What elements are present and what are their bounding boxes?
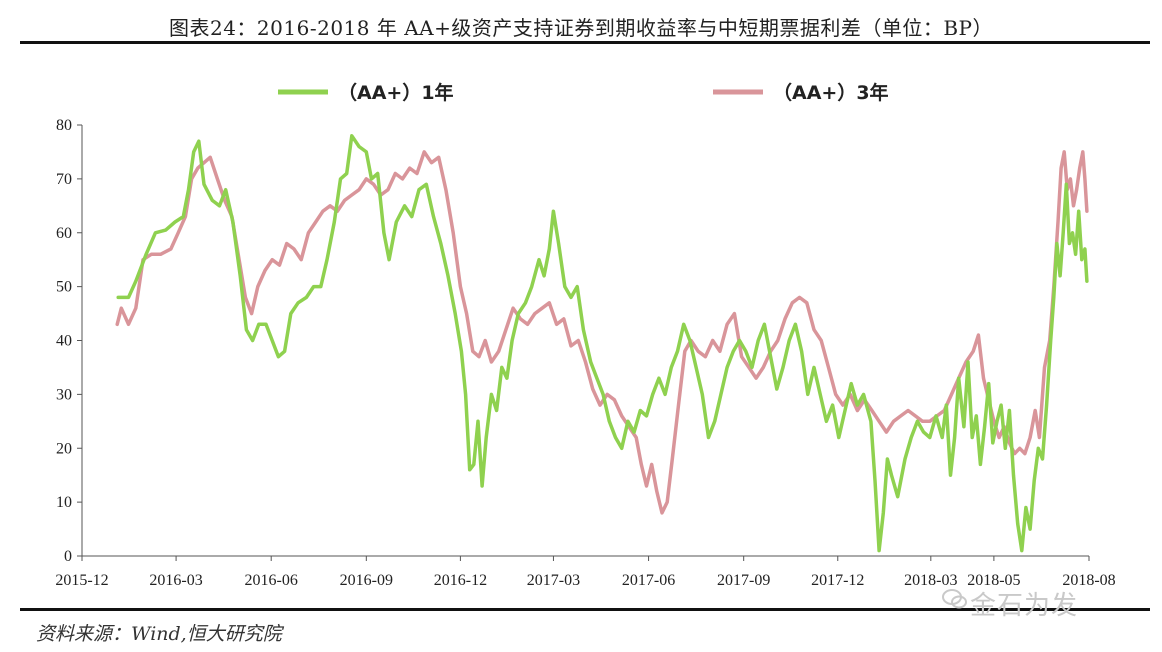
x-tick-label: 2018-03 [904,572,957,589]
y-tick-label: 10 [56,494,72,511]
y-tick-label: 60 [56,225,72,242]
source-note: 资料来源：Wind,恒大研究院 [36,623,282,645]
series-layer [115,134,1089,553]
x-tick-label: 2017-03 [527,572,580,589]
x-tick-label: 2017-09 [717,572,770,589]
y-tick-label: 50 [56,279,72,296]
x-tick-label: 2016-09 [340,572,393,589]
x-tick-label: 2018-08 [1062,572,1115,589]
x-tick-label: 2016-03 [149,572,202,589]
x-tick-label: 2016-12 [434,572,487,589]
legend: （AA+）1年 （AA+）3年 [278,81,889,104]
x-tick-label: 2018-05 [967,572,1020,589]
y-tick-label: 70 [56,171,72,188]
axes: 0 10 20 30 40 50 60 70 80 2015-12 2016-03 2016-06 20… [55,117,1115,589]
top-rule [20,41,1150,44]
x-tick-label: 2015-12 [55,572,108,589]
series-line-3y [115,150,1089,515]
x-tick-label: 2017-12 [811,572,864,589]
y-tick-label: 30 [56,386,72,403]
line-chart: （AA+）1年 （AA+）3年 0 10 20 30 40 50 60 70 80 2015-12… [55,81,1115,589]
y-tick-label: 20 [56,440,72,457]
wechat-icon [942,589,967,609]
watermark: 金石为发 [970,591,1079,621]
chart-title: 图表24：2016-2018 年 AA+级资产支持证券到期收益率与中短期票据利差… [168,16,994,40]
series-line-1y [116,134,1089,553]
legend-label-3y: （AA+）3年 [773,81,889,104]
y-tick-label: 40 [56,333,72,350]
x-tick-label: 2016-06 [245,572,298,589]
y-tick-label: 80 [56,117,72,134]
bottom-rule [20,608,1150,611]
y-tick-label: 0 [64,548,72,565]
legend-label-1y: （AA+）1年 [338,81,454,104]
x-tick-label: 2017-06 [622,572,675,589]
